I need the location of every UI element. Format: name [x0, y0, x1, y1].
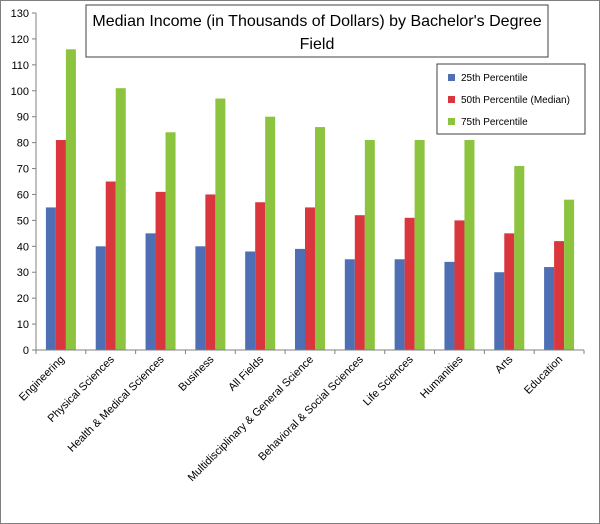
chart-title: Median Income (in Thousands of Dollars) … — [85, 4, 549, 58]
x-tick-label: Business — [176, 353, 216, 393]
legend-frame — [436, 63, 586, 135]
x-tick-label: Humanities — [418, 353, 466, 401]
bar — [295, 248, 305, 350]
bar — [494, 272, 505, 350]
bar — [315, 127, 325, 350]
legend-label-50th: 50th Percentile (Median) — [461, 95, 570, 106]
y-tick-label: 20 — [17, 293, 29, 305]
bar — [155, 191, 166, 350]
bar — [554, 241, 565, 350]
bar — [454, 220, 465, 350]
bar — [215, 98, 226, 351]
y-tick-label: 90 — [17, 112, 29, 124]
bar — [504, 233, 515, 350]
bar — [305, 207, 315, 350]
legend: 25th Percentile 50th Percentile (Median)… — [436, 63, 586, 135]
bar — [165, 132, 176, 350]
y-tick-label: 30 — [17, 267, 29, 279]
bar — [564, 199, 575, 350]
x-tick-label: Health & Medical Sciences — [66, 353, 167, 454]
bar — [364, 140, 375, 350]
y-tick-label: 80 — [17, 138, 29, 150]
y-tick-label: 130 — [11, 8, 29, 20]
title-line-1: Median Income (in Thousands of Dollars) … — [92, 13, 541, 30]
bar — [145, 233, 156, 350]
bar — [265, 116, 276, 350]
title-box-frame — [85, 4, 549, 58]
y-tick-label: 0 — [23, 345, 29, 357]
bar — [195, 246, 206, 350]
bar — [394, 259, 405, 350]
x-tick-label: Life Sciences — [361, 353, 416, 408]
x-tick-label: Education — [522, 354, 565, 397]
x-tick-label: All Fields — [226, 353, 266, 393]
bar — [95, 246, 106, 350]
x-tick-label: Behavioral & Social Sciences — [256, 353, 366, 463]
bar — [464, 140, 475, 350]
bar — [205, 194, 216, 350]
legend-label-25th: 25th Percentile — [461, 73, 528, 84]
y-axis: 0 10 20 30 40 50 60 70 80 90 100 110 120 130 — [11, 8, 37, 357]
bar — [65, 49, 76, 351]
y-tick-label: 60 — [17, 189, 29, 201]
y-tick-label: 50 — [17, 215, 29, 227]
legend-swatch-50th — [448, 96, 455, 103]
bar — [105, 181, 116, 350]
y-tick-label: 70 — [17, 164, 29, 176]
bar — [245, 251, 256, 350]
bar — [444, 261, 455, 350]
bar — [514, 165, 525, 350]
legend-label-75th: 75th Percentile — [461, 117, 528, 128]
bar — [354, 215, 365, 350]
y-tick-label: 100 — [11, 86, 29, 98]
bar — [255, 202, 266, 350]
bar — [414, 140, 425, 350]
x-tick-label: Arts — [493, 353, 516, 376]
legend-swatch-25th — [448, 74, 455, 81]
bar — [55, 140, 66, 350]
y-tick-label: 110 — [11, 60, 29, 72]
bar — [115, 88, 126, 350]
bar — [544, 267, 555, 350]
bar — [45, 207, 56, 350]
x-tick-label: Engineering — [17, 354, 67, 404]
bar — [404, 217, 415, 350]
bar — [344, 259, 355, 350]
y-tick-label: 120 — [11, 34, 29, 46]
y-tick-label: 10 — [17, 319, 29, 331]
title-line-2: Field — [300, 36, 335, 53]
legend-swatch-75th — [448, 118, 455, 125]
y-tick-label: 40 — [17, 241, 29, 253]
bars-group — [45, 49, 575, 351]
